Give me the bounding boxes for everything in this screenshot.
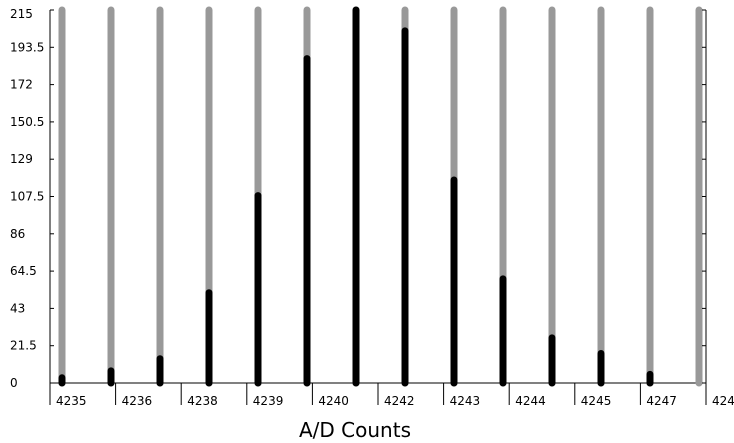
x-tick-label: 4238: [187, 394, 218, 408]
x-tick-label: 4245: [581, 394, 612, 408]
x-tick-label: 4243: [450, 394, 481, 408]
y-tick-label: 193.5: [10, 40, 44, 54]
x-tick-label: 4242: [384, 394, 415, 408]
x-tick-label: 4240: [318, 394, 349, 408]
y-tick-label: 21.5: [10, 339, 37, 353]
x-tick-label: 4236: [122, 394, 153, 408]
x-axis: 4235 4236 4238 4239 4240 4242 4243 4244 4245 4247…: [49, 383, 734, 408]
background-bars: [58, 6, 703, 387]
x-tick-label: 424: [712, 394, 734, 408]
y-tick-label: 86: [10, 227, 25, 241]
y-tick-label: 172: [10, 78, 33, 92]
value-bars: [58, 6, 654, 387]
y-tick-label: 107.5: [10, 190, 44, 204]
x-tick-label: 4235: [56, 394, 87, 408]
y-tick-label: 64.5: [10, 264, 37, 278]
y-axis: 0 21.5 43 64.5 86 107.5 129 150.5 172 193.5 215: [10, 7, 706, 390]
y-tick-label: 43: [10, 301, 25, 315]
x-tick-label: 4244: [515, 394, 546, 408]
y-tick-label: 129: [10, 152, 33, 166]
x-tick-label: 4247: [646, 394, 677, 408]
y-tick-label: 0: [10, 376, 18, 390]
y-tick-label: 215: [10, 7, 33, 21]
x-tick-label: 4239: [253, 394, 284, 408]
x-axis-title: A/D Counts: [299, 418, 411, 442]
y-tick-label: 150.5: [10, 115, 44, 129]
plot-area: [49, 10, 707, 384]
